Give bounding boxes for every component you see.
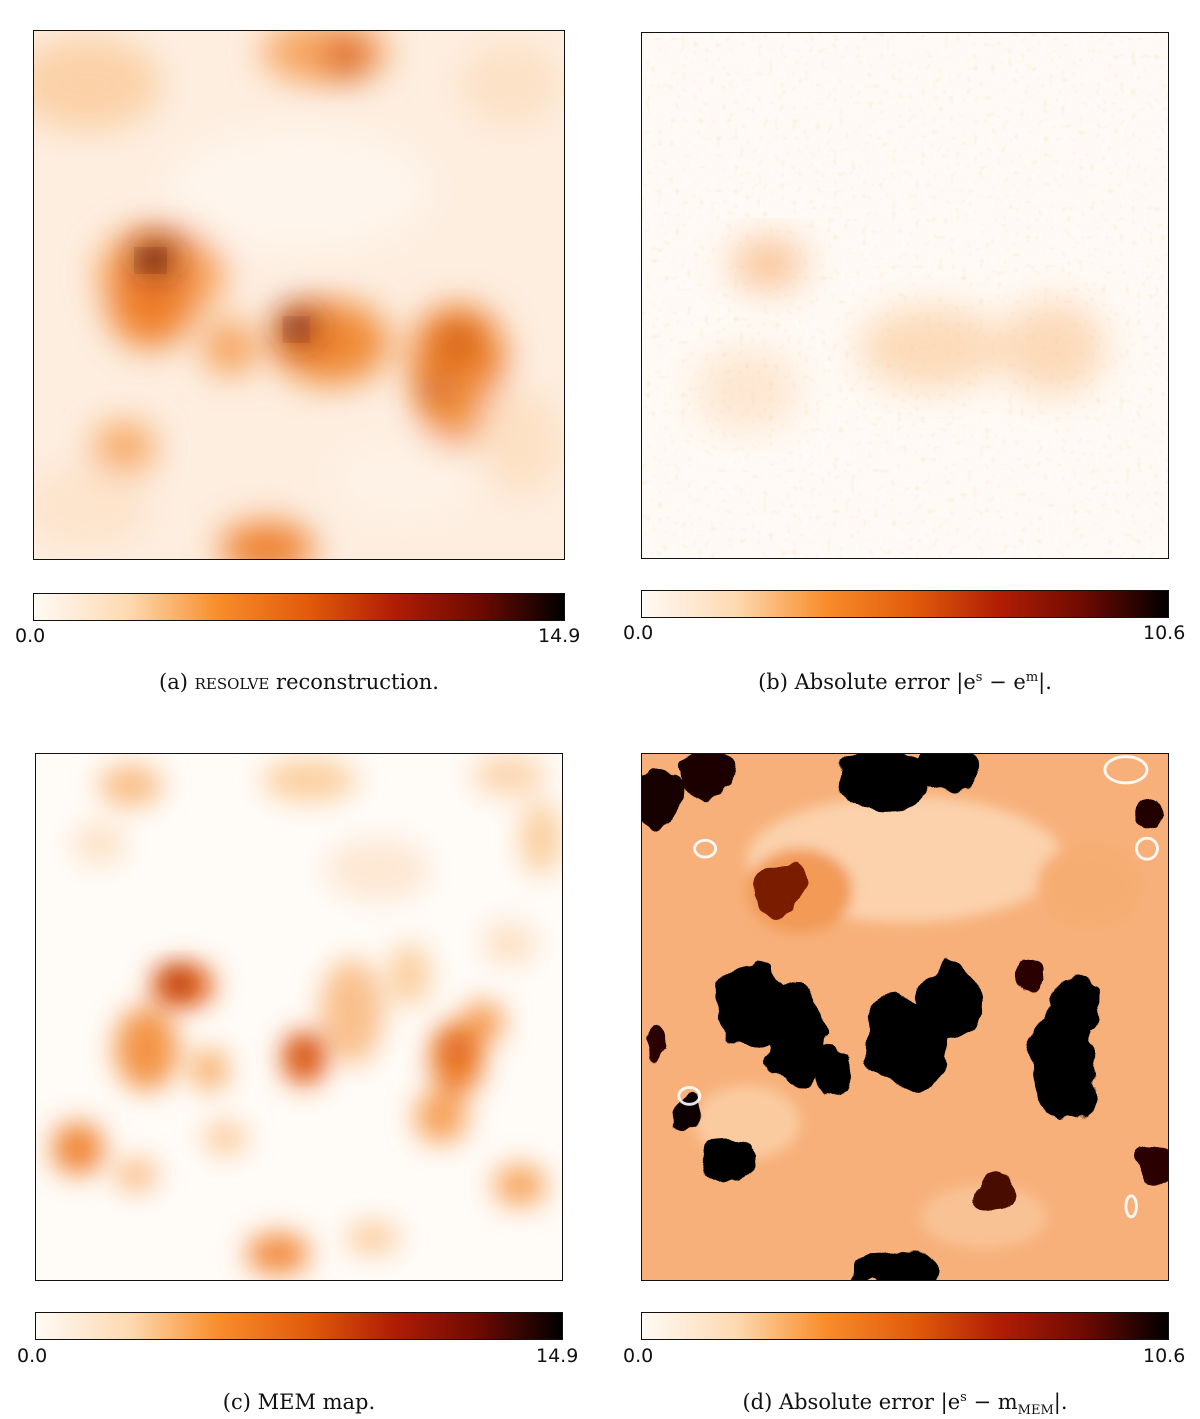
caption-d: (d) Absolute error |es − mMEM|. <box>742 1390 1068 1419</box>
colorbar-c-min-label: 0.0 <box>17 1345 48 1367</box>
colorbar-d-min-label: 0.0 <box>623 1345 654 1367</box>
colorbar-a <box>33 593 565 621</box>
absolute-error-map-d <box>641 753 1169 1281</box>
colorbar-b <box>641 590 1169 618</box>
colorbar-d-max-label: 10.6 <box>1143 1345 1186 1367</box>
caption-c: (c) MEM map. <box>222 1390 376 1414</box>
resolve-reconstruction-map <box>33 30 565 560</box>
colorbar-c-max-label: 14.9 <box>536 1345 579 1367</box>
caption-a: (a) resolve reconstruction. <box>159 670 439 694</box>
caption-b: (b) Absolute error |es − em|. <box>758 670 1052 694</box>
absolute-error-map-b <box>641 32 1169 559</box>
mem-map <box>35 753 563 1281</box>
colorbar-b-max-label: 10.6 <box>1143 622 1186 644</box>
colorbar-a-min-label: 0.0 <box>15 625 46 647</box>
colorbar-c <box>35 1312 563 1340</box>
colorbar-b-min-label: 0.0 <box>623 622 654 644</box>
colorbar-d <box>641 1312 1169 1340</box>
colorbar-a-max-label: 14.9 <box>538 625 581 647</box>
